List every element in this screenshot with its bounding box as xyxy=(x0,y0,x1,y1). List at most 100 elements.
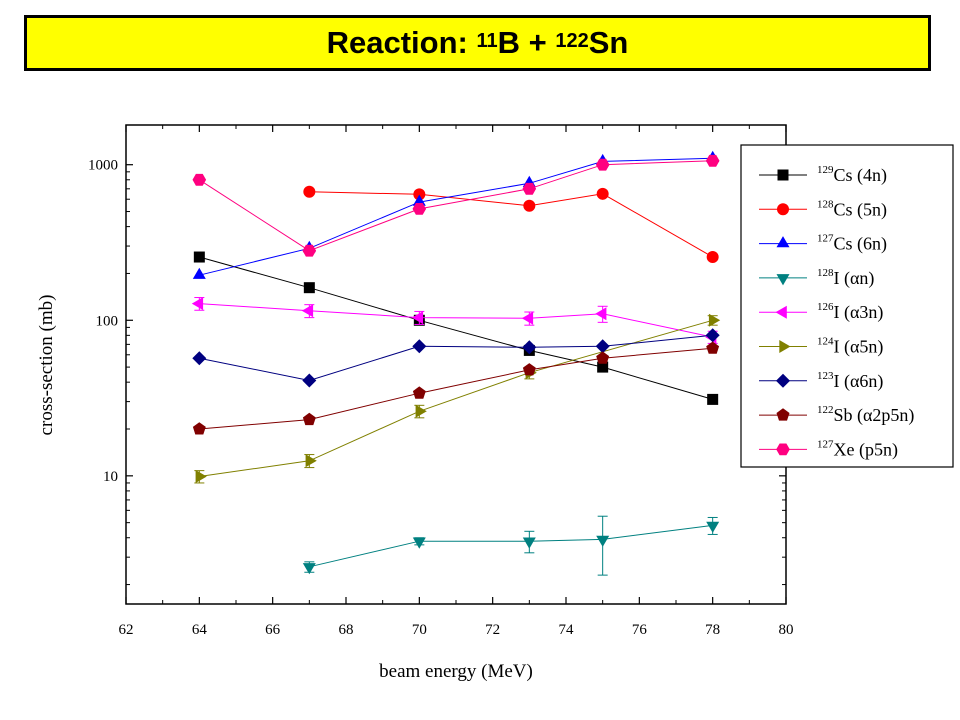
y-tick-label: 1000 xyxy=(88,158,118,174)
data-point xyxy=(706,341,720,354)
legend-marker xyxy=(775,305,787,319)
series-line xyxy=(199,347,713,430)
data-point xyxy=(415,404,427,418)
legend-marker xyxy=(777,203,789,216)
legend-label-mass: 129 xyxy=(817,164,834,176)
data-point xyxy=(596,535,610,547)
data-point xyxy=(705,328,720,343)
x-tick-label: 80 xyxy=(779,622,794,638)
legend-marker xyxy=(776,236,790,248)
x-tick-label: 66 xyxy=(265,622,281,638)
data-point xyxy=(706,251,719,264)
legend-label-name: I (α6n) xyxy=(834,371,884,392)
legend-marker xyxy=(779,340,791,353)
data-point xyxy=(597,361,609,373)
x-tick-label: 68 xyxy=(339,622,354,638)
data-point xyxy=(192,267,206,279)
legend-label: 122Sb (α2p5n) xyxy=(817,404,914,426)
series-7 xyxy=(192,341,720,435)
series-line xyxy=(199,319,713,477)
legend-label-mass: 124 xyxy=(817,336,834,348)
legend-label-name: Cs (4n) xyxy=(834,165,888,186)
axes-layer: 62 64 66 68 70 72 74 76 78 80 10 100 1000 xyxy=(88,124,794,638)
x-axis-title: beam energy (MeV) xyxy=(379,661,533,682)
legend-box xyxy=(740,144,954,468)
legend-label: 127Xe (p5n) xyxy=(817,438,898,460)
legend-label-name: I (α5n) xyxy=(834,337,884,358)
legend-label: 126I (α3n) xyxy=(817,301,883,323)
y-tick-label: 10 xyxy=(103,469,118,485)
y-axis-title: cross-section (mb) xyxy=(36,295,57,436)
series-0 xyxy=(193,251,719,405)
series-8 xyxy=(192,154,720,257)
data-point xyxy=(522,363,536,376)
legend-marker xyxy=(777,169,789,181)
legend-label-name: Cs (5n) xyxy=(834,199,888,220)
x-tick-label: 64 xyxy=(192,622,208,638)
data-point xyxy=(706,521,720,533)
series-5 xyxy=(194,313,721,484)
data-point xyxy=(412,537,426,549)
legend-label-mass: 128 xyxy=(817,198,834,210)
legend-entry: 126I (α3n) xyxy=(759,301,883,323)
data-point xyxy=(305,454,317,468)
data-point xyxy=(596,187,609,200)
data-point xyxy=(596,351,610,364)
x-tick-label: 76 xyxy=(632,622,648,638)
data-point xyxy=(302,373,317,388)
data-point xyxy=(302,412,316,426)
legend-label-name: Cs (6n) xyxy=(834,234,888,255)
legend-label-mass: 127 xyxy=(817,233,834,245)
legend-label-name: I (αn) xyxy=(834,268,875,289)
title-end: Sn xyxy=(588,25,629,60)
data-point xyxy=(595,307,607,321)
data-point xyxy=(303,185,316,198)
legend: 129Cs (4n)128Cs (5n)127Cs (6n)128I (αn)1… xyxy=(740,144,954,468)
data-point xyxy=(412,386,426,399)
x-tick-label: 78 xyxy=(705,622,720,638)
legend-entry: 127Cs (6n) xyxy=(759,233,887,255)
data-point xyxy=(192,351,207,366)
legend-entry: 128I (αn) xyxy=(759,267,874,289)
legend-entry: 122Sb (α2p5n) xyxy=(759,404,914,426)
data-point xyxy=(595,158,610,171)
legend-entry: 129Cs (4n) xyxy=(759,164,887,186)
legend-label: 127Cs (6n) xyxy=(817,233,887,255)
data-point xyxy=(413,188,426,201)
title-sup-boron: 11 xyxy=(476,29,498,52)
data-point xyxy=(411,311,424,325)
legend-label: 128I (αn) xyxy=(817,267,874,289)
series-4 xyxy=(191,297,718,344)
legend-label-mass: 122 xyxy=(817,404,834,416)
data-point xyxy=(522,537,536,549)
legend-label: 123I (α6n) xyxy=(817,370,883,392)
data-point xyxy=(195,470,207,483)
legend-label: 124I (α5n) xyxy=(817,336,883,358)
data-point xyxy=(595,339,610,354)
legend-label-name: Sb (α2p5n) xyxy=(834,405,915,426)
legend-label: 128Cs (5n) xyxy=(817,198,887,220)
series-line xyxy=(309,191,713,258)
x-tick-label: 72 xyxy=(485,622,500,638)
legend-label-name: I (α3n) xyxy=(834,302,884,323)
series-1 xyxy=(303,185,719,264)
legend-entry: 128Cs (5n) xyxy=(759,198,887,220)
data-point xyxy=(301,304,314,318)
data-point xyxy=(523,199,536,212)
data-point xyxy=(192,173,207,186)
data-point xyxy=(707,393,719,405)
data-point xyxy=(193,251,205,263)
legend-marker xyxy=(776,373,790,388)
series-layer xyxy=(191,150,721,576)
data-point xyxy=(708,313,721,327)
title-banner: Reaction: 11 B + 122 Sn xyxy=(24,15,931,71)
title-mid: B + xyxy=(497,25,556,60)
x-tick-label: 62 xyxy=(119,622,134,638)
data-point xyxy=(191,297,204,311)
legend-label-mass: 126 xyxy=(817,301,834,313)
legend-entry: 123I (α6n) xyxy=(759,370,883,392)
series-line xyxy=(199,160,713,252)
x-tick-label: 74 xyxy=(559,622,575,638)
series-3 xyxy=(302,515,720,576)
legend-label-mass: 123 xyxy=(817,370,834,382)
